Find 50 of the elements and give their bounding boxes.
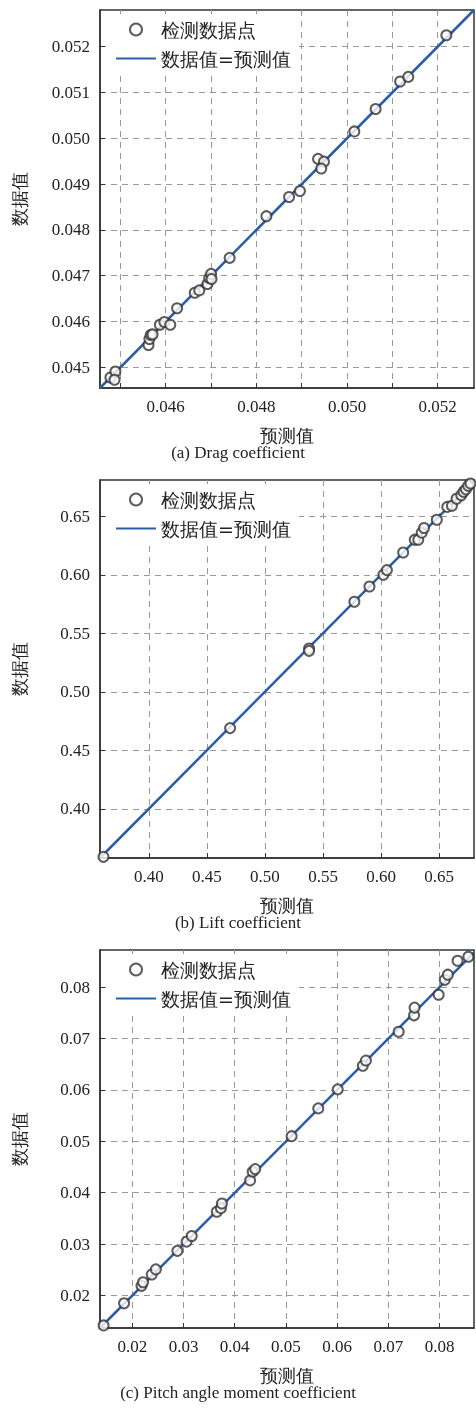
legend-label: 数据值=预测值 bbox=[161, 47, 291, 70]
x-tick-label: 0.45 bbox=[191, 867, 222, 886]
x-tick-label: 0.60 bbox=[366, 867, 396, 886]
x-tick-label: 0.03 bbox=[168, 1337, 199, 1356]
y-tick-label: 0.05 bbox=[60, 1131, 90, 1151]
x-tick-label: 0.07 bbox=[373, 1337, 404, 1356]
x-tick-label: 0.40 bbox=[133, 867, 164, 886]
x-tick-label: 0.050 bbox=[327, 397, 367, 416]
y-tick-label: 0.60 bbox=[60, 565, 90, 585]
x-tick-label: 0.08 bbox=[424, 1337, 455, 1356]
y-tick-label: 0.06 bbox=[60, 1080, 90, 1100]
y-tick-label: 0.55 bbox=[60, 623, 90, 643]
x-axis-title: 预测值 bbox=[260, 424, 314, 446]
x-tick-label: 0.55 bbox=[308, 867, 338, 886]
x-tick-label: 0.50 bbox=[250, 867, 280, 886]
y-tick-label: 0.048 bbox=[51, 220, 90, 240]
x-tick-label: 0.046 bbox=[146, 397, 185, 416]
y-tick-label: 0.047 bbox=[51, 266, 91, 286]
legend-label: 检测数据点 bbox=[161, 488, 256, 511]
legend-label: 数据值=预测值 bbox=[161, 987, 291, 1010]
y-tick-label: 0.049 bbox=[51, 174, 90, 194]
y-tick-label: 0.051 bbox=[51, 82, 90, 102]
legend-label: 检测数据点 bbox=[161, 958, 256, 981]
y-axis-title: 数据值 bbox=[8, 1112, 30, 1166]
legend-label: 数据值=预测值 bbox=[161, 517, 291, 540]
y-tick-label: 0.052 bbox=[51, 37, 90, 57]
y-tick-label: 0.04 bbox=[60, 1183, 91, 1203]
y-tick-label: 0.07 bbox=[60, 1028, 91, 1048]
y-tick-label: 0.40 bbox=[60, 799, 90, 819]
x-axis-title: 预测值 bbox=[260, 1364, 314, 1386]
y-tick-label: 0.50 bbox=[60, 682, 90, 702]
y-tick-label: 0.65 bbox=[60, 506, 90, 526]
x-tick-label: 0.04 bbox=[219, 1337, 251, 1356]
y-tick-label: 0.45 bbox=[60, 740, 90, 760]
y-tick-label: 0.045 bbox=[51, 357, 90, 377]
x-axis-title: 预测值 bbox=[260, 894, 314, 916]
y-axis-title: 数据值 bbox=[8, 642, 30, 696]
x-tick-label: 0.06 bbox=[322, 1337, 353, 1356]
y-tick-label: 0.08 bbox=[60, 977, 90, 997]
x-tick-label: 0.048 bbox=[237, 397, 276, 416]
y-tick-label: 0.050 bbox=[51, 128, 90, 148]
x-tick-label: 0.052 bbox=[418, 397, 457, 416]
y-axis-title: 数据值 bbox=[8, 172, 30, 226]
y-tick-label: 0.02 bbox=[60, 1286, 90, 1306]
legend-label: 检测数据点 bbox=[161, 18, 256, 41]
y-tick-label: 0.03 bbox=[60, 1234, 90, 1254]
x-tick-label: 0.02 bbox=[117, 1337, 148, 1356]
x-tick-label: 0.65 bbox=[424, 867, 455, 886]
y-tick-label: 0.046 bbox=[51, 312, 90, 332]
x-tick-label: 0.05 bbox=[271, 1337, 301, 1356]
